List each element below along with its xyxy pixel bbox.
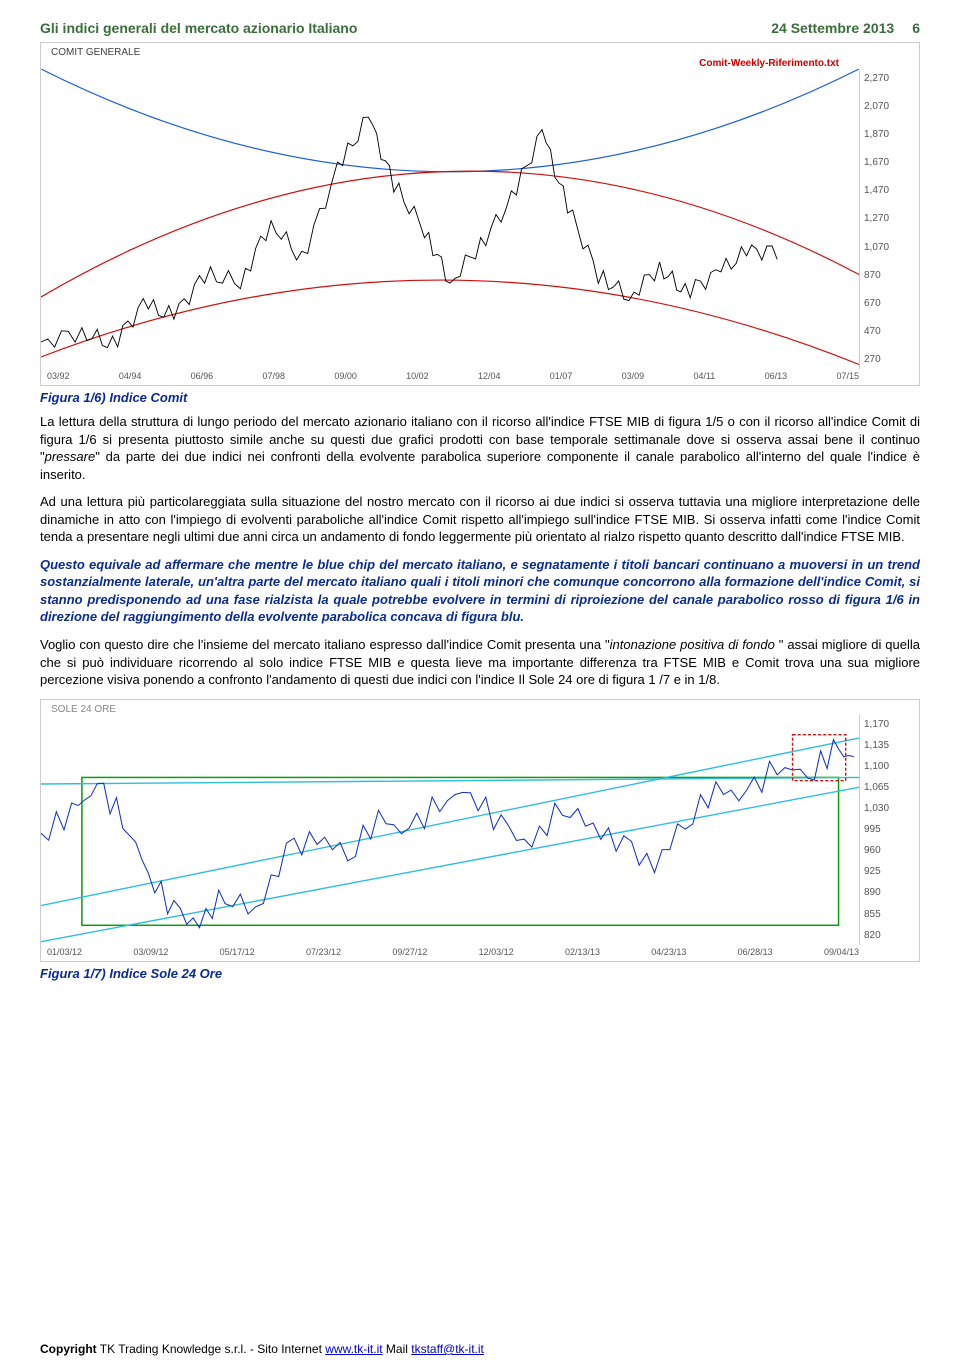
- header-title: Gli indici generali del mercato azionari…: [40, 20, 357, 36]
- chart1-xaxis: 03/9204/9406/9607/9809/0010/0212/0401/07…: [41, 369, 919, 385]
- chart-sole24: SOLE 24 ORE 1,1701,1351,1001,0651,030995…: [40, 699, 920, 962]
- footer-url[interactable]: www.tk-it.it: [325, 1342, 382, 1356]
- header-page: 6: [912, 20, 920, 36]
- header-date: 24 Settembre 2013: [771, 20, 894, 36]
- chart2-xaxis: 01/03/1203/09/1205/17/1207/23/1209/27/12…: [41, 945, 919, 961]
- para-1: La lettura della struttura di lungo peri…: [40, 413, 920, 483]
- para-3-highlight: Questo equivale ad affermare che mentre …: [40, 556, 920, 626]
- para-2: Ad una lettura più particolareggiata sul…: [40, 493, 920, 546]
- page-header: Gli indici generali del mercato azionari…: [40, 20, 920, 36]
- chart1-legend: Comit-Weekly-Riferimento.txt: [41, 58, 919, 69]
- para-4: Voglio con questo dire che l'insieme del…: [40, 636, 920, 689]
- caption-1-6: Figura 1/6) Indice Comit: [40, 390, 920, 405]
- caption-1-7: Figura 1/7) Indice Sole 24 Ore: [40, 966, 920, 981]
- footer-mail[interactable]: tkstaff@tk-it.it: [411, 1342, 484, 1356]
- footer: Copyright TK Trading Knowledge s.r.l. - …: [40, 1342, 484, 1356]
- chart1-title: COMIT GENERALE: [41, 43, 919, 58]
- chart-comit: COMIT GENERALE Comit-Weekly-Riferimento.…: [40, 42, 920, 386]
- chart2-title: SOLE 24 ORE: [41, 700, 919, 715]
- chart1-yaxis: 2,2702,0701,8701,6701,4701,2701,07087067…: [859, 69, 919, 369]
- chart2-yaxis: 1,1701,1351,1001,0651,030995960925890855…: [859, 715, 919, 945]
